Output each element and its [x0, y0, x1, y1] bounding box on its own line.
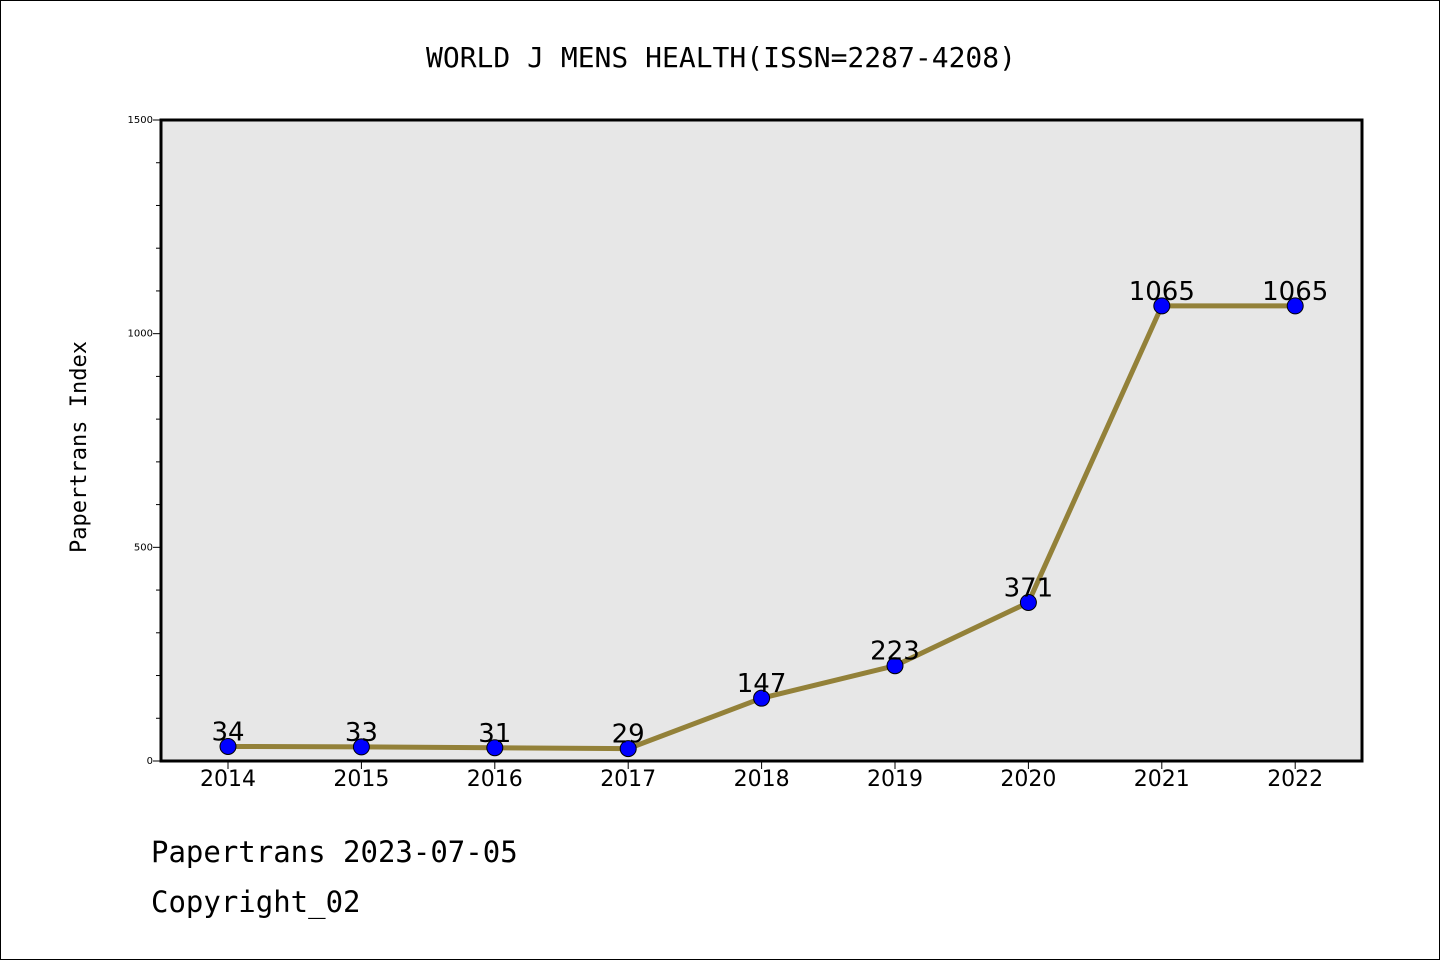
data-point [886, 657, 904, 675]
y-tick-label: 500 [134, 542, 153, 553]
x-tick-label: 2019 [867, 767, 923, 792]
data-label: 29 [612, 720, 645, 750]
x-tick-label: 2016 [467, 767, 523, 792]
footer-date: Papertrans 2023-07-05 [151, 835, 518, 869]
data-point [619, 740, 637, 758]
data-label: 371 [1004, 573, 1054, 603]
data-point [1286, 297, 1304, 315]
y-tick-label: 1000 [128, 329, 153, 340]
data-label: 223 [870, 637, 920, 667]
chart-title: WORLD J MENS HEALTH(ISSN=2287-4208) [426, 41, 1016, 74]
series-layer [219, 297, 1304, 758]
data-point [1019, 593, 1037, 611]
x-tick-label: 2014 [200, 767, 256, 792]
x-tick-label: 2022 [1267, 767, 1323, 792]
y-tick-label: 0 [147, 756, 153, 767]
data-label: 34 [211, 717, 244, 747]
data-label: 33 [345, 718, 378, 748]
data-label: 31 [478, 719, 511, 749]
x-tick-label: 2018 [734, 767, 790, 792]
x-tick-label: 2020 [1000, 767, 1056, 792]
x-tick-label: 2017 [600, 767, 656, 792]
data-label: 147 [737, 669, 787, 699]
plot-area [159, 118, 1364, 763]
footer-copyright: Copyright_02 [151, 885, 361, 919]
x-tick-label: 2021 [1134, 767, 1190, 792]
data-point [352, 738, 370, 756]
y-axis-label: Papertrans Index [67, 341, 92, 553]
data-label: 1065 [1129, 277, 1195, 307]
x-tick-label: 2015 [333, 767, 389, 792]
data-point [753, 689, 771, 707]
y-tick-label: 1500 [128, 115, 153, 126]
data-point [486, 739, 504, 757]
y-axis: 0 500 1000 1500 [128, 115, 161, 767]
data-point [1153, 297, 1171, 315]
x-axis: 2014 2015 2016 2017 2018 2019 2020 2021 2022 [200, 761, 1323, 792]
data-label: 1065 [1262, 277, 1328, 307]
data-labels: 34 33 31 29 147 223 371 1065 1065 [211, 277, 1328, 750]
data-point [219, 737, 237, 755]
